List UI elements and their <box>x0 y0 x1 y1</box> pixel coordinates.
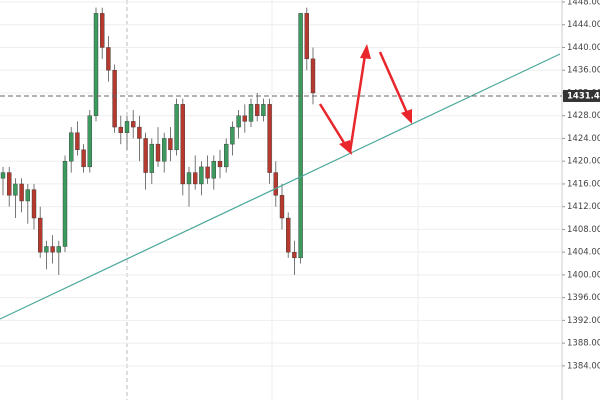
candle-body <box>81 149 86 168</box>
y-tick-label: 1424.00 <box>567 134 600 144</box>
last-price-label: 1431.47 <box>567 91 600 101</box>
candle-body <box>25 189 30 202</box>
candle-body <box>180 104 186 185</box>
candle-body <box>44 246 49 253</box>
candle-body <box>130 121 136 128</box>
grid <box>0 1 562 367</box>
candle-body <box>137 126 142 139</box>
candle-body <box>286 217 291 253</box>
candle-body <box>248 104 254 122</box>
arrow-shaft <box>378 51 409 114</box>
arrows <box>318 44 412 155</box>
arrow-head <box>401 109 412 124</box>
candle-body <box>75 132 80 151</box>
y-tick-label: 1404.00 <box>567 248 600 258</box>
y-tick-label: 1440.00 <box>567 43 600 53</box>
candle-body <box>217 160 223 168</box>
candle-body <box>292 251 297 259</box>
candle-body <box>261 104 266 116</box>
y-tick-label: 1416.00 <box>567 179 600 189</box>
candle-body <box>31 189 37 219</box>
candle-body <box>112 70 117 128</box>
candle-body <box>13 183 18 196</box>
candle-body <box>236 115 241 128</box>
candle-body <box>99 13 105 48</box>
arrow-head <box>360 44 371 59</box>
y-tick-label: 1384.00 <box>567 361 600 371</box>
candle-body <box>124 121 130 133</box>
y-tick-label: 1408.00 <box>567 225 600 235</box>
y-tick-label: 1448.00 <box>567 0 600 7</box>
candle-body <box>38 217 43 253</box>
y-tick-label: 1396.00 <box>567 293 600 303</box>
y-tick-label: 1436.00 <box>567 66 600 76</box>
candle-body <box>267 104 272 173</box>
candle-body <box>211 160 217 179</box>
y-tick-label: 1392.00 <box>567 316 600 326</box>
candle-body <box>230 126 235 145</box>
candle-body <box>168 138 173 151</box>
candles <box>0 7 316 275</box>
arrow-head <box>339 140 352 155</box>
y-tick-label: 1428.00 <box>567 111 600 121</box>
candle-body <box>68 132 74 162</box>
candle-body <box>161 138 167 162</box>
candle-body <box>87 115 93 168</box>
candle-body <box>143 138 148 173</box>
candle-body <box>192 172 198 185</box>
y-tick-label: 1444.00 <box>567 20 600 30</box>
candle-body <box>106 47 111 71</box>
candle-body <box>118 126 124 133</box>
candle-body <box>205 166 210 179</box>
trendline <box>0 53 561 320</box>
candle-body <box>279 195 285 219</box>
candle-body <box>304 13 309 60</box>
arrow-shaft <box>318 103 348 147</box>
price-axis: 1384.00 1388.00 1392.00 1396.00 1400.00 1404.… <box>562 0 600 371</box>
candle-body <box>56 246 61 253</box>
candle-body <box>149 143 155 173</box>
candle-body <box>93 13 99 116</box>
candle-body <box>242 115 248 122</box>
candle-body <box>254 104 260 116</box>
candle-body <box>199 166 204 185</box>
y-tick-label: 1388.00 <box>567 339 600 349</box>
arrow-shaft <box>348 54 367 153</box>
candle-body <box>50 246 55 253</box>
candle-body <box>310 58 316 94</box>
candle-body <box>155 143 161 162</box>
candle-body <box>0 172 6 179</box>
vertical-grid <box>126 0 563 400</box>
candle-body <box>174 104 179 151</box>
candle-body <box>223 143 229 168</box>
candle-body <box>273 172 278 196</box>
y-tick-label: 1420.00 <box>567 157 600 167</box>
candle-body <box>62 160 68 247</box>
last-price-box <box>563 89 600 102</box>
candle-body <box>186 172 192 185</box>
candle-body <box>298 13 303 259</box>
candle-body <box>6 172 12 196</box>
y-tick-label: 1400.00 <box>567 270 600 280</box>
y-tick-label: 1412.00 <box>567 202 600 212</box>
candle-body <box>19 183 24 202</box>
